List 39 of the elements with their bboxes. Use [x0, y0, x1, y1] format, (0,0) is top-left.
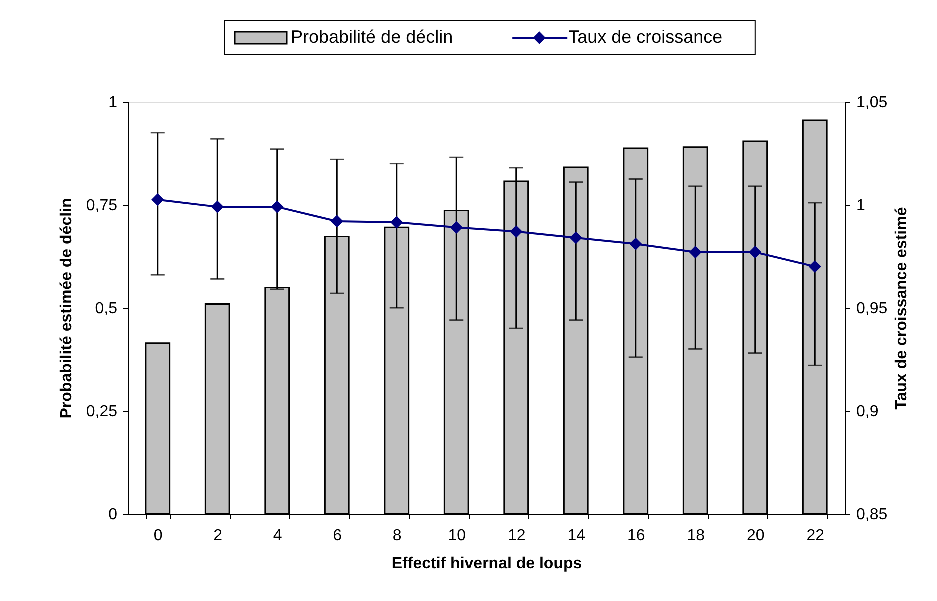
point: [211, 200, 224, 214]
y-axis-title: Probabilité estimée de déclin: [58, 198, 76, 419]
point: [749, 246, 762, 259]
x-tick-label: 20: [746, 528, 765, 544]
point: [689, 246, 702, 259]
point: [330, 215, 344, 228]
x-tick-label: 12: [508, 528, 526, 544]
y2-axis-title: Taux de croissance estimé: [894, 207, 911, 410]
y-tick-label: 0,75: [86, 198, 118, 214]
point: [570, 232, 582, 244]
y2-tick-label: 1,05: [856, 94, 888, 112]
x-tick-label: 22: [806, 528, 825, 544]
x-tick-label: 4: [273, 528, 282, 544]
point: [271, 200, 284, 214]
x-tick-label: 10: [448, 528, 466, 544]
point: [390, 216, 404, 229]
y-tick-label: 0,25: [86, 404, 118, 420]
legend-label: Probabilité de déclin: [291, 27, 454, 47]
point: [510, 225, 523, 238]
point: [808, 260, 822, 274]
y2-tick-label: 0,9: [856, 404, 879, 420]
point: [450, 221, 463, 234]
y2-tick-label: 1: [856, 198, 866, 214]
x-tick-label: 2: [214, 528, 223, 544]
y2-tick-label: 0,85: [856, 506, 888, 524]
x-axis-title: Effectif hivernal de loups: [392, 556, 582, 572]
y-tick-label: 1: [108, 94, 118, 112]
y-tick-label: 0,5: [95, 300, 118, 318]
x-tick-label: 0: [154, 528, 163, 544]
x-tick-label: 14: [568, 528, 586, 544]
x-tick-label: 18: [687, 528, 706, 544]
point: [152, 194, 164, 206]
legend-label: Taux de croissance: [568, 27, 723, 47]
x-tick-label: 16: [627, 528, 646, 544]
point: [630, 238, 642, 250]
x-tick-label: 6: [333, 528, 342, 544]
y-tick-label: 0: [108, 506, 118, 524]
x-tick-label: 8: [392, 528, 402, 544]
y2-tick-label: 0,95: [856, 300, 888, 318]
